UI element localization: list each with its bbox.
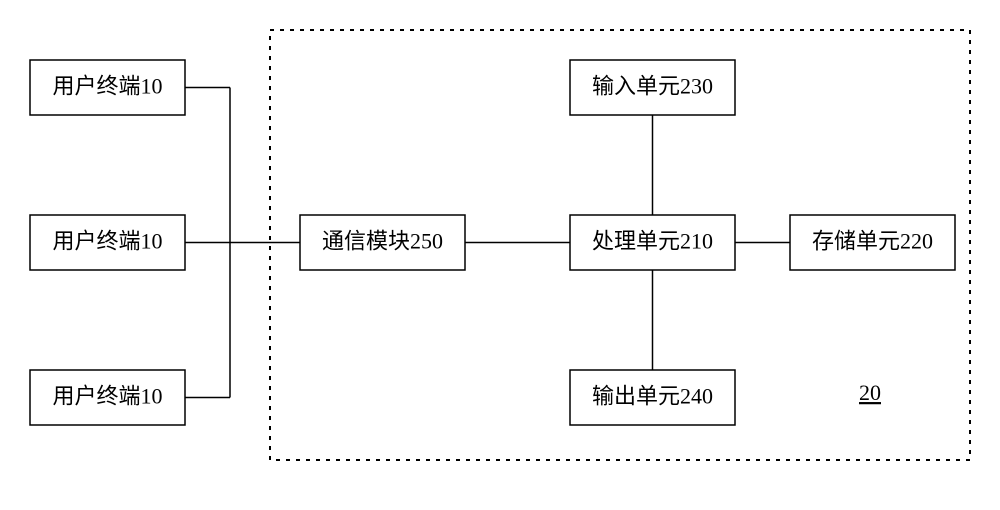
node-storage-unit: 存储单元220 xyxy=(790,215,955,270)
node-label: 通信模块250 xyxy=(322,229,443,254)
node-label: 输出单元240 xyxy=(592,384,713,409)
node-comm-module: 通信模块250 xyxy=(300,215,465,270)
node-user-terminal-2: 用户终端10 xyxy=(30,215,185,270)
node-user-terminal-3: 用户终端10 xyxy=(30,370,185,425)
node-processing-unit: 处理单元210 xyxy=(570,215,735,270)
node-input-unit: 输入单元230 xyxy=(570,60,735,115)
node-user-terminal-1: 用户终端10 xyxy=(30,60,185,115)
node-label: 用户终端10 xyxy=(52,384,162,409)
node-output-unit: 输出单元240 xyxy=(570,370,735,425)
node-label: 用户终端10 xyxy=(52,74,162,99)
node-label: 输入单元230 xyxy=(592,74,713,99)
system-id-label: 20 xyxy=(859,380,881,405)
node-label: 用户终端10 xyxy=(52,229,162,254)
node-label: 存储单元220 xyxy=(812,229,933,254)
system-diagram: 用户终端10 用户终端10 用户终端10 通信模块250 输入单元230 处理单… xyxy=(0,0,1000,510)
node-label: 处理单元210 xyxy=(592,229,713,254)
